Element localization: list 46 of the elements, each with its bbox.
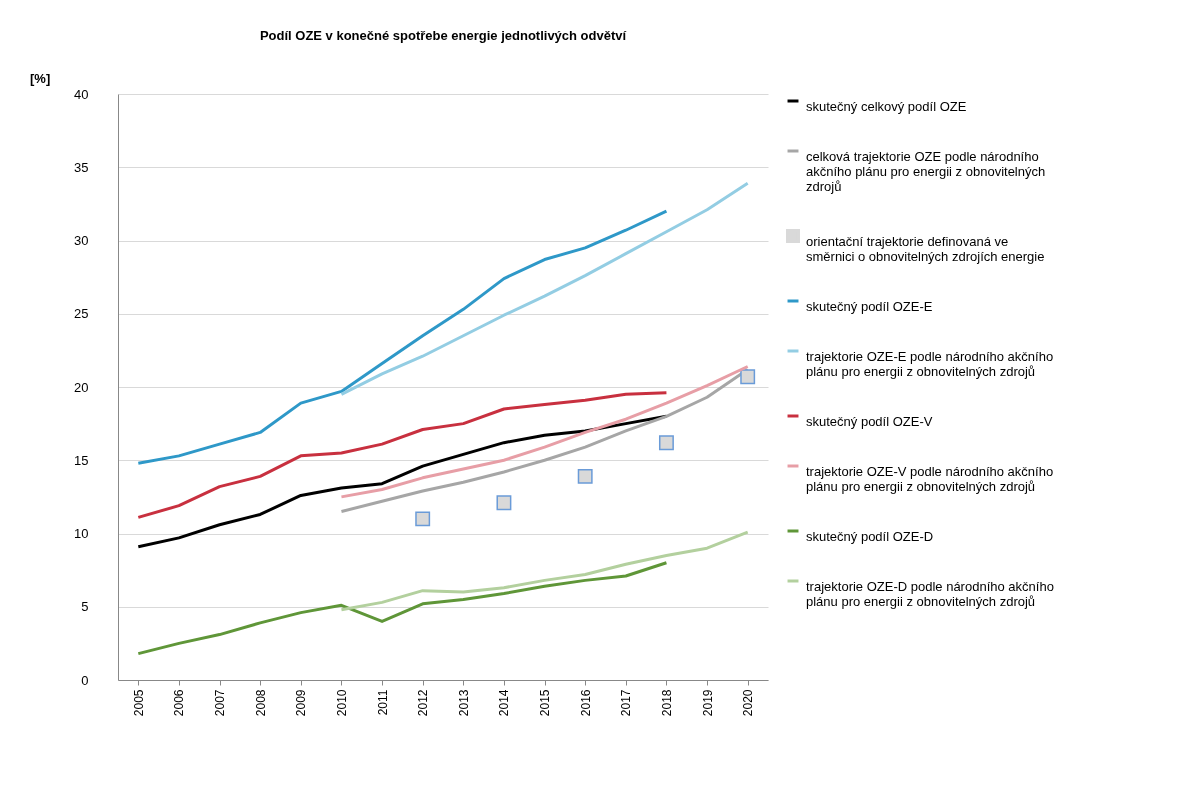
legend-label: skutečný podíl OZE-E xyxy=(806,299,933,314)
x-tick-label: 2016 xyxy=(578,689,593,717)
y-tick-label: 25 xyxy=(74,306,89,322)
x-tick-label: 2008 xyxy=(253,689,268,717)
y-tick-label: 0 xyxy=(81,672,89,688)
legend-label: skutečný podíl OZE-V xyxy=(806,414,933,429)
y-tick-label: 35 xyxy=(74,159,89,175)
legend-label: trajektorie OZE-E podle národního akčního plánu pro energii z obnovitelných zdrojů xyxy=(806,349,1054,379)
point xyxy=(415,511,431,527)
line-series xyxy=(136,561,668,656)
legend-label: celková trajektorie OZE podle národního akčního plánu pro energii z obnovitelných zdrojů xyxy=(806,149,1046,194)
y-tick-label: 15 xyxy=(74,452,89,468)
y-tick-label: 5 xyxy=(81,599,89,615)
line-series xyxy=(136,391,668,519)
y-tick-label: 30 xyxy=(74,233,89,248)
legend-label: trajektorie OZE-V podle národního akčního plánu pro energii z obnovitelných zdrojů xyxy=(806,464,1054,494)
x-tick-label: 2010 xyxy=(334,689,349,717)
x-tick-label: 2018 xyxy=(659,689,674,717)
point xyxy=(658,435,674,451)
x-tick-label: 2007 xyxy=(213,689,228,717)
y-axis-title: [%] xyxy=(30,71,51,86)
x-tick-label: 2009 xyxy=(294,689,309,717)
x-tick-label: 2012 xyxy=(416,689,431,717)
y-tick-label: 10 xyxy=(74,526,89,541)
chart-title: Podíl OZE v konečné spotřebe energie jednotlivých odvětví xyxy=(259,28,627,43)
legend-label: skutečný podíl OZE-D xyxy=(806,529,934,544)
legend-label: orientační trajektorie definovaná ve směrnici o obnovitelných zdrojích energie xyxy=(806,234,1045,264)
x-tick-label: 2017 xyxy=(619,689,634,717)
x-tick-label: 2020 xyxy=(741,689,756,717)
x-tick-label: 2011 xyxy=(375,689,390,716)
point xyxy=(740,369,756,385)
line-series xyxy=(339,181,750,396)
x-tick-label: 2019 xyxy=(700,689,715,717)
x-tick-label: 2005 xyxy=(131,689,146,717)
point xyxy=(577,468,593,484)
y-tick-label: 20 xyxy=(74,379,89,395)
x-tick-label: 2014 xyxy=(497,689,512,717)
line-series xyxy=(339,530,750,612)
x-tick-label: 2015 xyxy=(538,689,553,717)
legend-label: skutečný celkový podíl OZE xyxy=(806,99,967,114)
x-tick-label: 2006 xyxy=(172,689,187,717)
legend-label: trajektorie OZE-D podle národního akčního plánu pro energii z obnovitelných zdrojů xyxy=(806,579,1054,609)
x-tick-label: 2013 xyxy=(456,689,471,717)
line-series xyxy=(136,209,668,465)
y-tick-label: 40 xyxy=(74,86,89,102)
point xyxy=(496,495,512,511)
